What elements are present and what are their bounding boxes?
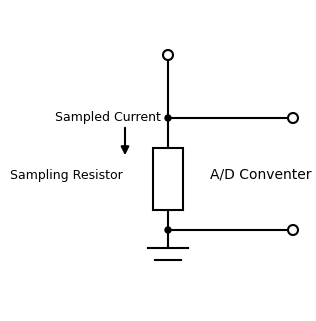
- Text: Sampled Current: Sampled Current: [55, 111, 161, 125]
- Circle shape: [288, 225, 298, 235]
- Text: Sampling Resistor: Sampling Resistor: [10, 169, 123, 181]
- Circle shape: [165, 115, 171, 121]
- Circle shape: [163, 50, 173, 60]
- Circle shape: [288, 113, 298, 123]
- Circle shape: [165, 227, 171, 233]
- Bar: [153, 148, 183, 210]
- Text: A/D Conventer: A/D Conventer: [210, 168, 312, 182]
